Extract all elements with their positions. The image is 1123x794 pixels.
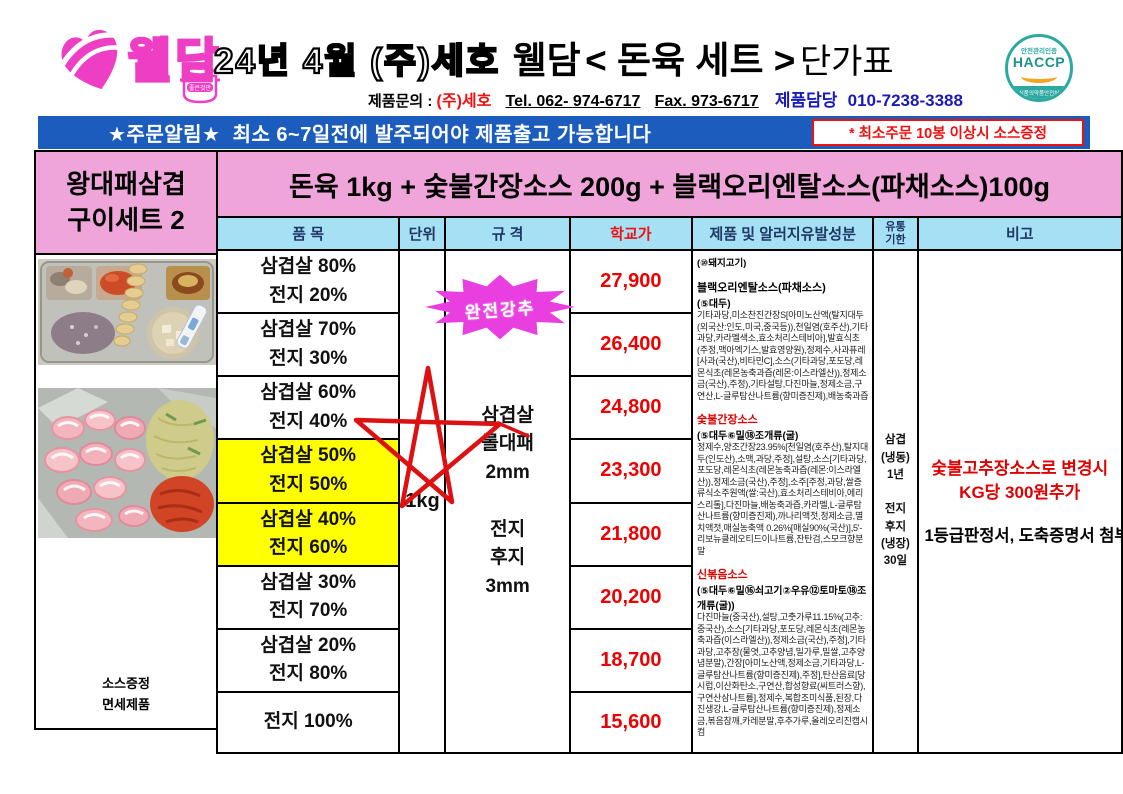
title-suffix: 단가표: [799, 43, 894, 81]
haccp-smile-arc: [1021, 70, 1057, 84]
haccp-bottom-text: 식품의약품안전처: [1008, 86, 1070, 99]
allergen-sauce3-title: 신볶음소스: [697, 569, 748, 582]
allergen-sauce1-ingredients: 기타과당,미소찬진간장S[아미노산액(탈지대두(외국산:인도,미국,중국등)),…: [697, 310, 869, 401]
table-row: 삼겹살 80% 전지 20% 1kg 삼겹살 롤대패 2mm 전지 후지 3mm…: [215, 248, 1123, 754]
contact-fax: Fax. 973-6717: [654, 93, 759, 110]
brand-heart-icon: [60, 29, 119, 90]
item-cell: 삼겹살 20% 전지 80%: [215, 627, 401, 693]
table-row: 삼겹살 20% 전지 80% 18,700: [215, 627, 1122, 693]
brand-logo: 웰담 좋은것만: [56, 20, 222, 104]
tax-free-note: 소스증정 면세제품: [102, 676, 150, 713]
price-sheet-body: 왕대패삼겹 구이세트 2 돈육 1kg + 숯불간장소스 200g + 블랙오리…: [34, 150, 1123, 754]
allergen-cell: (⑩돼지고기) 블랙오리엔탈소스(파채소스) (⑤대두) 기타과당,미소찬진간장…: [691, 249, 875, 754]
col-header-shelf-life: 유통 기한: [872, 216, 919, 251]
allergen-sauce3-marks: (⑤대두⑥밀⑯쇠고기②우유⑫토마토⑱조개류(굴)): [697, 586, 867, 613]
table-row: 삼겹살 30% 전지 70% 20,200: [215, 564, 1122, 630]
allergen-pork: (⑩돼지고기): [697, 258, 747, 269]
allergen-sauce2-marks: (⑤대두⑥밀⑱조개류(굴): [697, 431, 799, 443]
item-cell: 전지 100%: [215, 690, 401, 754]
product-photos-cell: 소스증정 면세제품: [34, 253, 218, 730]
order-notice-banner: ★주문알림★ 최소 6~7일전에 발주되어야 제품출고 가능합니다 * 최소주문…: [38, 116, 1090, 149]
recommendation-badge: 완전강추: [424, 272, 576, 344]
set-name: 왕대패삼겹 구이세트 2: [34, 150, 218, 255]
table-row: 삼겹살 70% 전지 30% 26,400: [215, 312, 1122, 378]
page-title: 24년 4월 (주)세호 웰담 < 돈육 세트 > 단가표: [213, 30, 894, 84]
price-cell: 18,700: [568, 627, 694, 693]
price-cell: 26,400: [568, 312, 694, 378]
haccp-label: HACCP: [1012, 54, 1066, 70]
item-cell: 삼겹살 30% 전지 70%: [215, 564, 401, 630]
col-header-item: 품 목: [215, 216, 401, 251]
item-cell: 삼겹살 70% 전지 30%: [215, 312, 401, 378]
col-header-school-price: 학교가: [568, 216, 694, 251]
price-cell: 21,800: [568, 501, 694, 567]
contact-line: 제품문의 : (주)세호 Tel. 062- 974-6717 Fax. 973…: [368, 86, 963, 111]
badge-text: 완전강추: [464, 298, 536, 322]
order-notice-text: ★주문알림★ 최소 6~7일전에 발주되어야 제품출고 가능합니다: [108, 124, 652, 146]
col-header-spec: 규 격: [444, 216, 571, 251]
meal-tray-photo: [38, 259, 216, 365]
title-brand: 웰담: [512, 40, 581, 81]
price-cell: 24,800: [568, 375, 694, 441]
table-header-row: 품 목 단위 규 격 학교가 제품 및 알러지유발성분 유통 기한 비고: [215, 216, 1123, 251]
table-row: 삼겹살 50% 전지 50% 23,300: [215, 438, 1122, 504]
title-month: 24년 4월 (주)세호: [213, 41, 501, 82]
shelf-life-cell: 삼겹 (냉동) 1년 전지 후지 (냉장) 30일: [872, 249, 919, 754]
red-star-doodle: [353, 365, 530, 509]
contact-label: 제품문의 :: [368, 93, 433, 110]
haccp-certification-badge: 안전관리인증 HACCP 식품의약품안전처: [1005, 34, 1073, 102]
price-cell: 15,600: [568, 690, 694, 754]
price-cell: 20,200: [568, 564, 694, 630]
remarks-cell: 숯불고추장소스로 변경시 KG당 300원추가 1등급판정서, 도축증명서 첨부: [916, 249, 1123, 754]
col-header-unit: 단위: [398, 216, 447, 251]
title-set: < 돈육 세트 >: [585, 40, 796, 81]
table-row: 삼겹살 40% 전지 60% 21,800: [215, 501, 1122, 567]
allergen-sauce3-ingredients: 다진마늘(중국산),설탕,고춧가루11.15%(고추:중국산),소스[기타과당,…: [697, 612, 868, 738]
allergen-sauce2-ingredients: 정제수,양조간장23.95%[천일염(호주산),탈지대두(인도산),소맥,과당,…: [697, 442, 869, 556]
table-row: 전지 100% 15,600: [215, 690, 1122, 754]
remarks-sauce-change: 숯불고추장소스로 변경시 KG당 300원추가: [931, 458, 1109, 503]
item-cell: 삼겹살 50% 전지 50%: [215, 438, 401, 504]
pot-icon: 좋은것만: [180, 64, 220, 104]
unit-cell: 1kg: [398, 249, 447, 754]
starburst-icon: [425, 274, 575, 340]
col-header-remarks: 비고: [916, 216, 1123, 251]
contact-manager-phone: 010-7238-3388: [847, 91, 963, 110]
minimum-order-text: * 최소주문 10봉 이상시 소스증정: [849, 126, 1047, 142]
remarks-certificates: 1등급판정서, 도축증명서 첨부: [924, 527, 1123, 546]
contact-company: (주)세호: [436, 93, 492, 110]
pot-tagline: 좋은것만: [189, 84, 212, 92]
contact-manager-label: 제품담당: [774, 91, 838, 110]
set-composition: 돈육 1kg + 숯불간장소스 200g + 블랙오리엔탈소스(파채소스)100…: [216, 150, 1123, 218]
allergen-sauce2-title: 숯불간장소스: [697, 414, 758, 427]
minimum-order-note: * 최소주문 10봉 이상시 소스증정: [812, 119, 1084, 146]
item-cell: 삼겹살 80% 전지 20%: [215, 248, 401, 315]
price-cell: 23,300: [568, 438, 694, 504]
col-header-allergen: 제품 및 알러지유발성분: [691, 216, 875, 251]
contact-tel: Tel. 062- 974-6717: [505, 93, 641, 110]
haccp-top-text: 안전관리인증: [1021, 48, 1057, 55]
allergen-sauce1-title: 블랙오리엔탈소스(파채소스): [697, 282, 826, 294]
item-cell: 삼겹살 40% 전지 60%: [215, 501, 401, 567]
price-cell: 27,900: [568, 248, 694, 315]
pork-rolls-photo: [38, 388, 216, 538]
allergen-sauce1-marks: (⑤대두): [697, 299, 731, 310]
